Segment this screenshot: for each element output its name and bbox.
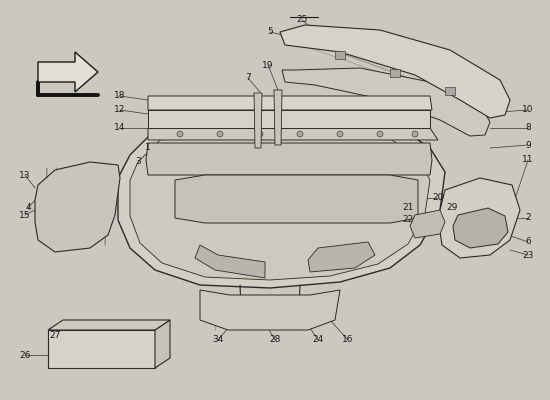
Polygon shape	[155, 320, 170, 368]
Circle shape	[217, 131, 223, 137]
Polygon shape	[35, 162, 120, 252]
Text: 18: 18	[114, 92, 126, 100]
Polygon shape	[274, 90, 282, 145]
Text: 14: 14	[114, 124, 126, 132]
Text: 8: 8	[525, 124, 531, 132]
Polygon shape	[445, 87, 455, 95]
Polygon shape	[148, 128, 438, 140]
Circle shape	[257, 131, 263, 137]
Polygon shape	[38, 52, 98, 92]
Polygon shape	[148, 96, 432, 110]
Polygon shape	[254, 93, 262, 148]
Text: 16: 16	[342, 336, 354, 344]
Text: 3: 3	[135, 158, 141, 166]
Circle shape	[337, 131, 343, 137]
Text: 10: 10	[522, 106, 534, 114]
Polygon shape	[410, 210, 445, 238]
Circle shape	[412, 131, 418, 137]
Text: 23: 23	[522, 250, 534, 260]
Text: 26: 26	[19, 350, 31, 360]
Text: 24: 24	[312, 336, 323, 344]
Text: 11: 11	[522, 156, 534, 164]
Polygon shape	[438, 178, 520, 258]
Polygon shape	[130, 124, 430, 280]
Text: 6: 6	[525, 238, 531, 246]
Polygon shape	[48, 330, 155, 368]
Circle shape	[297, 131, 303, 137]
Polygon shape	[148, 110, 430, 128]
Text: 29: 29	[446, 204, 458, 212]
Circle shape	[177, 131, 183, 137]
Text: 13: 13	[19, 170, 31, 180]
Polygon shape	[200, 290, 340, 330]
Text: 19: 19	[262, 60, 274, 70]
Text: 22: 22	[403, 216, 414, 224]
Polygon shape	[335, 51, 345, 59]
Polygon shape	[282, 68, 490, 136]
Polygon shape	[308, 242, 375, 272]
Polygon shape	[453, 208, 508, 248]
Polygon shape	[118, 112, 445, 288]
Text: 27: 27	[50, 330, 60, 340]
Text: 7: 7	[245, 74, 251, 82]
Polygon shape	[195, 245, 265, 278]
Polygon shape	[175, 175, 418, 223]
Text: 15: 15	[19, 210, 31, 220]
Polygon shape	[48, 320, 170, 330]
Text: 12: 12	[114, 106, 126, 114]
Text: 25: 25	[296, 16, 307, 24]
Text: 21: 21	[402, 204, 414, 212]
Polygon shape	[280, 25, 510, 118]
Text: 5: 5	[267, 28, 273, 36]
Text: 34: 34	[212, 336, 224, 344]
Text: eurospares: eurospares	[134, 188, 416, 232]
Text: 2: 2	[525, 214, 531, 222]
Circle shape	[377, 131, 383, 137]
Text: 4: 4	[25, 204, 31, 212]
Text: 9: 9	[525, 140, 531, 150]
Text: 28: 28	[270, 336, 280, 344]
Text: 20: 20	[432, 194, 444, 202]
Text: 1: 1	[145, 144, 151, 152]
Polygon shape	[146, 143, 432, 175]
Polygon shape	[390, 69, 400, 77]
